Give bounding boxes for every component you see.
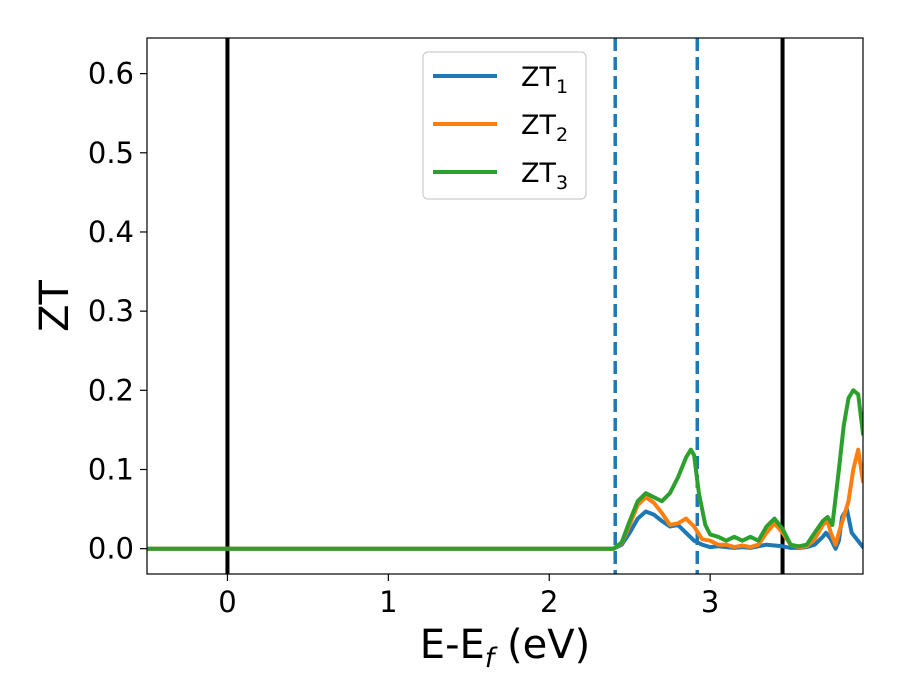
y-tick-label: 0.3 — [88, 294, 134, 328]
legend-label-zt3: ZT3 — [521, 158, 568, 194]
series-line-zt3 — [147, 388, 863, 551]
x-tick-label: 0 — [218, 585, 236, 619]
y-tick-label: 0.4 — [88, 215, 134, 249]
y-tick-label: 0.6 — [88, 57, 134, 91]
y-tick-label: 0.2 — [88, 373, 134, 407]
legend-label-zt1: ZT1 — [521, 62, 568, 98]
y-tick-label: 0.0 — [88, 532, 134, 566]
x-tick-label: 2 — [540, 585, 558, 619]
series-line-zt2 — [147, 447, 863, 551]
y-tick-label: 0.1 — [88, 452, 134, 486]
x-axis-label: E-Ef (eV) — [420, 622, 590, 674]
x-tick-label: 3 — [701, 585, 719, 619]
x-tick-label: 1 — [379, 585, 397, 619]
y-axis-label: ZT — [32, 280, 78, 332]
y-tick-label: 0.5 — [88, 136, 134, 170]
plot-frame — [146, 37, 864, 575]
legend: ZT1 ZT2 ZT3 — [422, 51, 587, 200]
legend-box — [422, 51, 587, 200]
legend-label-zt2: ZT2 — [521, 110, 568, 146]
